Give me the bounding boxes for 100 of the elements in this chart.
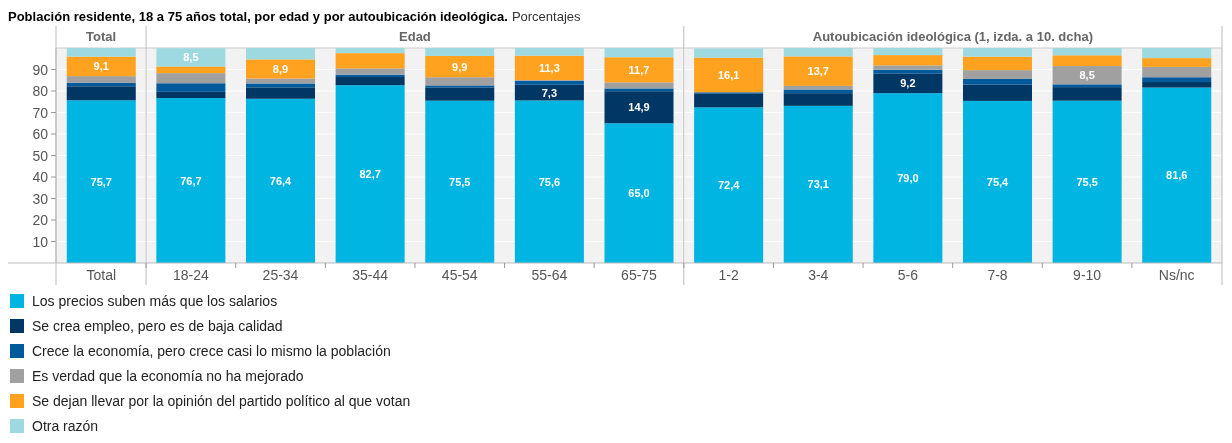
data-label: 75,6 bbox=[538, 175, 561, 188]
bar bbox=[962, 78, 1032, 85]
bar bbox=[514, 100, 584, 263]
bar bbox=[425, 100, 495, 263]
legend-label: Crece la economía, pero crece casi lo mismo la población bbox=[32, 343, 391, 359]
data-label: 75,4 bbox=[986, 175, 1010, 188]
data-label: 76,4 bbox=[269, 174, 293, 187]
bar bbox=[604, 48, 674, 58]
data-label: 11,7 bbox=[628, 63, 650, 76]
bar bbox=[873, 55, 943, 66]
data-label: 8,5 bbox=[183, 51, 199, 64]
bar bbox=[604, 123, 674, 263]
bar bbox=[1142, 48, 1212, 59]
bar bbox=[66, 76, 136, 83]
x-tick-label: 18-24 bbox=[172, 267, 209, 283]
legend-label: Otra razón bbox=[32, 418, 99, 434]
bar bbox=[425, 85, 495, 88]
data-label: 16,1 bbox=[717, 68, 740, 81]
bar bbox=[873, 73, 943, 94]
bar bbox=[1142, 66, 1212, 78]
bar bbox=[514, 48, 584, 56]
bar bbox=[335, 68, 405, 75]
y-tick-label: 70 bbox=[32, 104, 49, 121]
bar bbox=[962, 70, 1032, 79]
y-tick-label: 50 bbox=[32, 147, 49, 164]
data-label: 72,4 bbox=[717, 179, 741, 192]
y-tick-label: 30 bbox=[32, 190, 49, 207]
bar bbox=[66, 100, 136, 263]
bar bbox=[962, 56, 1032, 71]
x-tick-label: 55-64 bbox=[531, 267, 568, 283]
data-label: 14,9 bbox=[628, 101, 650, 114]
data-label: 9,2 bbox=[900, 77, 916, 90]
data-label: 9,1 bbox=[93, 60, 109, 73]
x-tick-label: 1-2 bbox=[718, 267, 739, 283]
data-label: 9,9 bbox=[452, 60, 468, 73]
bar bbox=[1052, 55, 1122, 67]
legend-label: Se dejan llevar por la opinión del partido político al que votan bbox=[32, 393, 411, 409]
data-label: 82,7 bbox=[359, 168, 381, 181]
chart-title: Población residente, 18 a 75 años total, por edad y por autoubicación ideológica. bbox=[8, 9, 508, 24]
legend-label: Los precios suben más que los salarios bbox=[32, 293, 278, 309]
bar bbox=[156, 66, 226, 74]
bar bbox=[873, 93, 943, 263]
x-tick-label: 65-75 bbox=[621, 267, 658, 283]
bar bbox=[1142, 77, 1212, 82]
data-label: 13,7 bbox=[807, 65, 829, 78]
data-label: 65,0 bbox=[628, 187, 650, 200]
bar bbox=[694, 93, 764, 108]
x-tick-label: 5-6 bbox=[897, 267, 919, 283]
text: Total bbox=[85, 29, 117, 44]
bar bbox=[783, 93, 853, 106]
bar bbox=[246, 83, 316, 88]
bar bbox=[1052, 48, 1122, 56]
data-label: 79,0 bbox=[897, 172, 919, 185]
bar bbox=[604, 57, 674, 83]
data-label: 11,3 bbox=[538, 61, 560, 74]
y-tick-label: 20 bbox=[32, 212, 49, 228]
legend-label: Se crea empleo, pero es de baja calidad bbox=[32, 318, 283, 334]
bar bbox=[694, 107, 764, 263]
bar bbox=[873, 48, 943, 56]
data-label: 76,7 bbox=[180, 174, 202, 187]
bar bbox=[694, 57, 764, 93]
bar bbox=[1052, 66, 1122, 85]
bar bbox=[335, 53, 405, 69]
bar bbox=[604, 91, 674, 124]
bar bbox=[873, 65, 943, 70]
x-tick-label: 45-54 bbox=[441, 267, 478, 283]
bar bbox=[604, 82, 674, 89]
data-label: 7,3 bbox=[541, 86, 558, 99]
bar bbox=[604, 88, 674, 92]
data-label: 75,7 bbox=[90, 175, 112, 188]
y-tick-label: 40 bbox=[32, 169, 49, 185]
bar bbox=[156, 98, 226, 263]
bar bbox=[335, 85, 405, 263]
bar bbox=[156, 91, 226, 99]
bar bbox=[962, 48, 1032, 57]
x-tick-label: 7-8 bbox=[987, 267, 1008, 283]
text: Autoubicación ideológica (1, izda. a 10. dcha) bbox=[812, 29, 1094, 44]
bar bbox=[514, 55, 584, 81]
bar bbox=[156, 83, 226, 92]
bar bbox=[1052, 87, 1122, 101]
bar bbox=[246, 59, 316, 79]
x-tick-label: 3-4 bbox=[808, 267, 829, 283]
legend-label: Es verdad que la economía no ha mejorado bbox=[32, 368, 304, 384]
bar bbox=[962, 84, 1032, 101]
bar bbox=[246, 87, 316, 99]
bar bbox=[246, 98, 316, 263]
bar bbox=[335, 77, 405, 86]
bar bbox=[783, 56, 853, 86]
bar bbox=[66, 48, 136, 57]
x-tick-label: 25-34 bbox=[262, 267, 299, 283]
text: Edad bbox=[399, 29, 431, 44]
chart-subtitle: Porcentajes bbox=[511, 9, 582, 24]
x-tick-label: 35-44 bbox=[352, 267, 389, 283]
bar bbox=[156, 73, 226, 84]
bar bbox=[156, 48, 226, 67]
bar bbox=[425, 48, 495, 56]
bar bbox=[694, 48, 764, 58]
data-label: 8,9 bbox=[272, 62, 289, 75]
x-tick-label: Ns/nc bbox=[1158, 267, 1195, 283]
y-tick-label: 10 bbox=[32, 233, 49, 250]
